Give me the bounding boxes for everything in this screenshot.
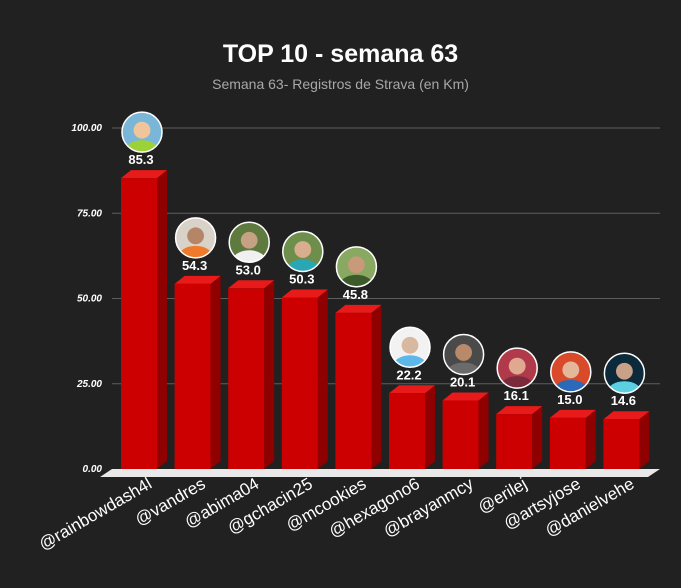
data-label: 14.6	[611, 393, 636, 408]
y-tick-label: 100.00	[71, 123, 102, 134]
bar-side	[264, 280, 275, 469]
avatar	[175, 217, 216, 258]
avatar	[229, 222, 270, 263]
avatar	[390, 327, 430, 368]
bar-side	[317, 289, 328, 469]
data-label: 85.3	[128, 152, 153, 167]
chart-floor	[100, 469, 660, 477]
avatar	[122, 112, 162, 153]
data-label: 54.3	[182, 258, 207, 273]
bar-top	[389, 385, 435, 394]
bar-top	[549, 409, 596, 418]
bar	[281, 297, 318, 469]
bar-side	[425, 385, 435, 469]
bar	[389, 393, 425, 469]
avatar-ring	[282, 230, 324, 273]
y-tick-label: 50.00	[77, 294, 102, 305]
avatar-ring	[335, 246, 378, 288]
bar	[335, 312, 372, 469]
avatar-ring	[442, 333, 485, 376]
bar-side	[157, 170, 167, 469]
bar-side	[585, 409, 596, 469]
avatar	[497, 348, 538, 389]
avatar-ring	[174, 217, 217, 259]
bar-top	[603, 411, 650, 420]
data-label: 50.3	[289, 271, 314, 286]
bar-top	[281, 289, 328, 298]
avatar-ring	[550, 351, 592, 393]
y-tick-label: 25.00	[76, 379, 102, 390]
data-label: 15.0	[557, 392, 582, 407]
data-label: 16.1	[504, 388, 529, 403]
avatar-ring	[389, 326, 431, 369]
avatar-ring	[228, 221, 270, 264]
avatar-ring	[121, 111, 163, 153]
avatar-ring	[496, 347, 538, 389]
bar	[228, 288, 265, 469]
bar-side	[478, 392, 489, 469]
y-tick-label: 0.00	[83, 464, 103, 475]
data-label: 22.2	[396, 367, 421, 382]
data-label: 53.0	[236, 262, 261, 277]
chart-title: TOP 10 - semana 63	[222, 40, 459, 68]
bar-top	[335, 304, 382, 313]
avatar	[604, 353, 645, 394]
bar	[174, 283, 211, 469]
avatar	[443, 334, 484, 375]
bar	[496, 414, 533, 469]
avatar	[550, 351, 591, 392]
data-label: 45.8	[343, 287, 368, 302]
bar	[442, 400, 479, 469]
avatar-ring	[603, 352, 646, 394]
data-label: 20.1	[450, 374, 475, 389]
bar-top	[228, 280, 275, 289]
bar-top	[496, 406, 543, 415]
bar-top	[121, 170, 167, 179]
y-tick-label: 75.00	[77, 208, 102, 219]
chart-subtitle: Semana 63- Registros de Strava (en Km)	[212, 76, 469, 92]
bar-side	[639, 411, 650, 469]
bar	[549, 417, 586, 469]
bar-side	[371, 304, 382, 469]
bar-side	[210, 275, 221, 469]
avatar	[282, 231, 323, 272]
bar	[603, 419, 640, 469]
bar	[121, 178, 157, 469]
bar-top	[174, 275, 221, 284]
bar-side	[532, 406, 543, 469]
avatar	[336, 246, 377, 287]
bar-top	[442, 392, 489, 401]
